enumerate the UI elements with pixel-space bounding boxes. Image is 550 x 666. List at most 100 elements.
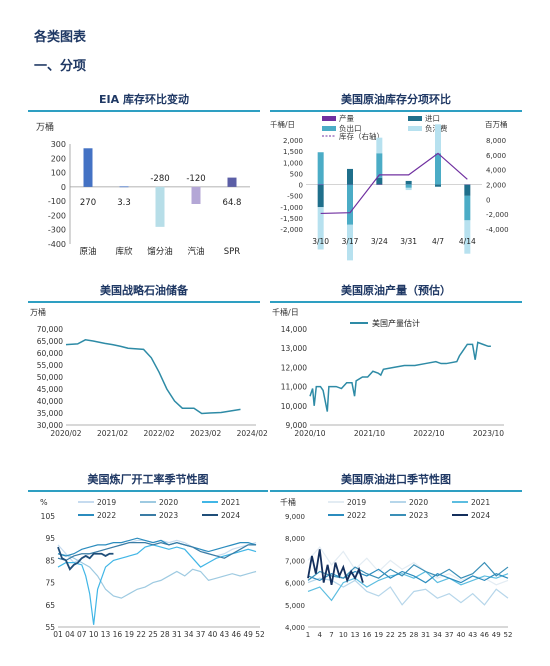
stacked-bar-segment	[376, 184, 383, 185]
y-tick-label: 85	[45, 556, 55, 565]
legend-label: 2022	[97, 511, 116, 520]
legend-label: 2020	[409, 498, 428, 507]
y-tick-label: 14,000	[281, 325, 307, 334]
bar	[83, 148, 93, 187]
data-label: -280	[150, 174, 169, 184]
y-tick-label: 8,000	[285, 535, 305, 543]
legend-label: 2023	[159, 511, 178, 520]
x-tick-label: 4	[318, 631, 323, 639]
series-line	[307, 549, 364, 585]
series-line	[307, 546, 509, 586]
y2-axis-label: 百万桶	[485, 119, 508, 129]
y-tick-label: 5,000	[285, 602, 305, 610]
category-label: 库欣	[115, 246, 133, 257]
y2-tick-label: 8,000	[486, 137, 506, 145]
category-label: 馏分油	[147, 246, 173, 257]
x-tick-label: 7	[329, 631, 333, 639]
legend-label: 2019	[347, 498, 366, 507]
y-axis-label: 万桶	[36, 121, 54, 133]
y2-tick-label: -4,000	[486, 226, 509, 234]
stacked-bar-segment	[347, 224, 353, 261]
y-tick-label: 45,000	[37, 385, 63, 394]
y-tick-label: 9,000	[286, 421, 308, 430]
x-tick-label: 40	[456, 631, 465, 639]
category-label: 原油	[79, 246, 96, 257]
x-tick-label: 37	[445, 631, 454, 639]
series-line	[307, 561, 509, 581]
legend-label: 库存（右轴）	[339, 131, 384, 141]
y-tick-label: 500	[290, 170, 303, 178]
panel-imports: 美国原油进口季节性图 千桶 9,000 8,000 7,000 6,000 5,000 4,…	[270, 472, 522, 652]
x-tick-label: 2023/02	[190, 429, 221, 438]
legend-label: 2020	[159, 498, 178, 507]
bar	[227, 177, 237, 187]
x-tick-label: 52	[504, 631, 513, 639]
data-label: 270	[80, 198, 96, 208]
y-tick-label: -500	[287, 193, 303, 201]
x-tick-label: 52	[255, 630, 265, 639]
legend-swatch	[408, 116, 422, 121]
y-tick-label: -100	[48, 197, 66, 206]
y-tick-label: 50,000	[37, 373, 63, 382]
y-tick-label: -1,500	[280, 215, 303, 223]
y2-tick-label: 6,000	[486, 152, 506, 160]
panel-production: 美国原油产量（预估） 千桶/日 14,000 13,000 12,000 11,000 1…	[270, 283, 522, 443]
x-tick-label: 28	[160, 630, 170, 639]
y-tick-label: 95	[45, 534, 55, 543]
x-tick-label: 31	[172, 630, 182, 639]
x-tick-label: 49	[243, 630, 253, 639]
panel-title: 美国炼厂开工率季节性图	[28, 472, 268, 492]
y-axis-label: %	[40, 498, 48, 507]
stacked-bar-segment	[405, 184, 412, 188]
y-tick-label: 55	[45, 623, 55, 632]
legend-swatch	[408, 126, 422, 131]
y-tick-label: 40,000	[37, 397, 63, 406]
x-tick-label: 49	[492, 631, 501, 639]
y-tick-label: 300	[51, 140, 66, 149]
x-tick-label: 10	[339, 631, 348, 639]
stacked-bar-segment	[317, 184, 324, 208]
stacked-bar-segment	[464, 220, 471, 254]
y-tick-label: 7,000	[285, 557, 305, 565]
y-tick-label: 2,000	[283, 137, 303, 145]
x-tick-label: 2020/10	[294, 429, 325, 438]
panel-refinery: 美国炼厂开工率季节性图 % 105 95 85 75 65 55 01 04 07 10 13 16 19…	[28, 472, 268, 652]
panel-components: 美国原油库存分项环比 千桶/日 百万桶 2,000 1,500 1,000 500 0 -50…	[270, 92, 522, 267]
legend-label: 2024	[221, 511, 240, 520]
stacked-bar-segment	[317, 152, 324, 185]
y-tick-label: 1,500	[283, 148, 303, 156]
y2-tick-label: 4,000	[486, 167, 506, 175]
y-tick-label: 105	[41, 512, 56, 521]
panel-title: EIA 库存环比变动	[28, 92, 260, 112]
x-tick-label: 3/17	[342, 237, 359, 246]
y-tick-label: -400	[48, 240, 66, 249]
data-label: 3.3	[117, 198, 131, 208]
y-axis-label: 千桶/日	[272, 307, 299, 317]
legend-label: 产量	[339, 113, 354, 123]
y2-tick-label: 2,000	[486, 182, 506, 190]
y-tick-label: 100	[51, 169, 66, 178]
legend-label: 负出口	[339, 123, 362, 133]
y-tick-label: -1,000	[280, 204, 303, 212]
y-tick-label: 30,000	[37, 421, 63, 430]
x-tick-label: 22	[386, 631, 395, 639]
eia-chart: 万桶 300 200 100 0 -100 -200 -300 -400 270 原油 3.3 库欣 -2…	[36, 121, 250, 257]
y-tick-label: -300	[48, 226, 66, 235]
y-tick-label: 0	[299, 182, 303, 190]
x-tick-label: 40	[208, 630, 218, 639]
y2-tick-label: 0	[486, 196, 490, 204]
panel-spr: 美国战略石油储备 万桶 70,000 65,000 60,000 55,000 50,00…	[28, 283, 268, 443]
legend-label: 进口	[425, 114, 440, 123]
inventory-line	[320, 152, 468, 215]
x-tick-label: 4/7	[432, 237, 444, 246]
y-tick-label: 200	[51, 154, 66, 163]
stacked-bar-segment	[464, 195, 471, 221]
x-tick-label: 31	[421, 631, 430, 639]
x-tick-label: 43	[220, 630, 230, 639]
x-tick-label: 3/24	[371, 237, 388, 246]
y-tick-label: 12,000	[281, 363, 307, 372]
panel-title: 美国战略石油储备	[28, 283, 260, 303]
x-tick-label: 3/10	[312, 237, 329, 246]
series-line	[309, 341, 491, 412]
